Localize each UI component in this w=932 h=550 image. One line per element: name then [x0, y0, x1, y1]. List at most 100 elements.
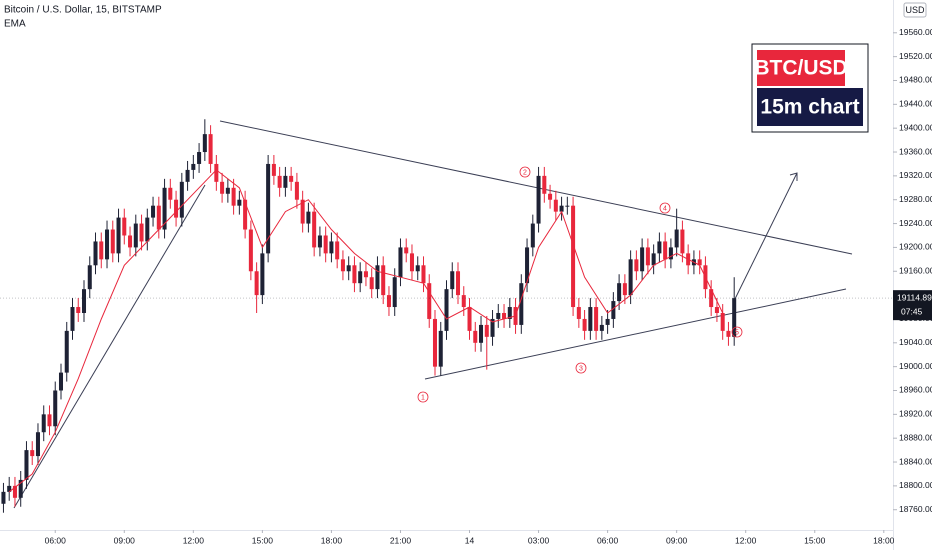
candle-body — [455, 271, 461, 296]
candle — [358, 262, 363, 293]
candle-body — [634, 259, 639, 272]
candle-body — [214, 163, 219, 182]
candle — [317, 226, 322, 257]
chart-title: Bitcoin / U.S. Dollar, 15, BITSTAMP — [4, 5, 162, 16]
candle — [191, 155, 196, 179]
y-tick-label: 19440.00 — [899, 99, 932, 109]
candle — [340, 250, 345, 281]
y-tick-label: 19520.00 — [899, 51, 932, 61]
candle-body — [24, 450, 29, 480]
candle-body — [611, 301, 616, 319]
wave-label: 5 — [735, 329, 739, 336]
candle — [611, 292, 616, 328]
lower-trend-line — [424, 288, 847, 380]
candle-body — [352, 265, 357, 284]
y-tick-label: 19240.00 — [899, 218, 932, 228]
candle-body — [645, 247, 650, 266]
candle-body — [35, 432, 40, 457]
y-tick-label: 18840.00 — [899, 456, 932, 466]
candle-body — [369, 277, 374, 290]
candle-body — [415, 265, 420, 272]
candle — [294, 172, 299, 209]
y-tick-label: 19480.00 — [899, 75, 932, 85]
candle-body — [548, 193, 553, 200]
candle-body — [530, 223, 535, 248]
pair-label: BTC/USD — [754, 57, 847, 80]
last-price-bg — [893, 290, 932, 321]
candle — [179, 172, 184, 227]
candle-body — [617, 283, 622, 302]
candle-body — [254, 271, 259, 296]
ema-line — [8, 169, 724, 493]
candle-body — [697, 259, 702, 266]
candle — [248, 220, 253, 281]
candle-body — [467, 307, 472, 331]
candle-body — [93, 241, 98, 266]
candle-body — [197, 152, 202, 164]
wave-label: 4 — [663, 205, 667, 212]
y-tick-label: 19200.00 — [899, 242, 932, 252]
candle-body — [87, 265, 92, 290]
candle — [438, 321, 443, 376]
candle — [605, 310, 610, 334]
candle — [674, 208, 679, 257]
candle — [283, 166, 288, 197]
candle-body — [30, 450, 35, 457]
countdown-label: 07:45 — [901, 306, 923, 316]
candle-body — [582, 318, 587, 331]
candle — [93, 232, 98, 275]
candle-body — [680, 229, 685, 254]
candle — [105, 220, 110, 269]
candle — [444, 280, 449, 340]
candle-body — [386, 295, 391, 308]
candle-body — [225, 187, 230, 194]
candle — [41, 405, 46, 442]
candle — [542, 166, 547, 203]
candle-body — [76, 307, 81, 313]
candle — [81, 280, 87, 322]
y-tick-label: 19560.00 — [899, 27, 932, 37]
candle — [369, 268, 374, 299]
x-tick-label: 14 — [465, 535, 475, 545]
pair-label-bg — [757, 50, 845, 86]
candle-body — [663, 241, 668, 260]
candle — [726, 321, 731, 346]
candle-body — [237, 199, 242, 206]
candle — [645, 238, 650, 275]
y-tick-label: 18760.00 — [899, 504, 932, 514]
candle — [427, 274, 432, 328]
candle — [404, 238, 409, 263]
x-tick-label: 21:00 — [390, 535, 412, 545]
candle — [363, 262, 368, 287]
candle-body — [145, 217, 150, 242]
candle — [99, 232, 104, 269]
candle-body — [128, 235, 133, 248]
candle-body — [47, 414, 52, 427]
candle — [202, 119, 207, 161]
candle-body — [720, 312, 725, 331]
candle — [237, 190, 242, 215]
timeframe-label: 15m chart — [760, 96, 859, 119]
candle — [559, 196, 564, 221]
currency-badge[interactable] — [903, 2, 927, 18]
candle — [47, 405, 52, 436]
candle — [35, 423, 40, 466]
candle — [1, 482, 6, 513]
candle — [271, 155, 276, 185]
x-tick-label: 09:00 — [114, 535, 136, 545]
candle-body — [156, 205, 161, 230]
candle-body — [519, 283, 524, 325]
candle-body — [105, 229, 110, 260]
marks — [1, 119, 737, 513]
candle — [145, 208, 150, 251]
candle-body — [168, 187, 173, 200]
candle — [231, 178, 236, 215]
candle-body — [185, 169, 190, 182]
candle-body — [231, 187, 236, 206]
candle — [139, 214, 144, 251]
candle — [415, 256, 420, 281]
wave-label: 3 — [579, 365, 583, 372]
currency: USD — [905, 5, 925, 15]
trend-lines — [13, 120, 853, 509]
